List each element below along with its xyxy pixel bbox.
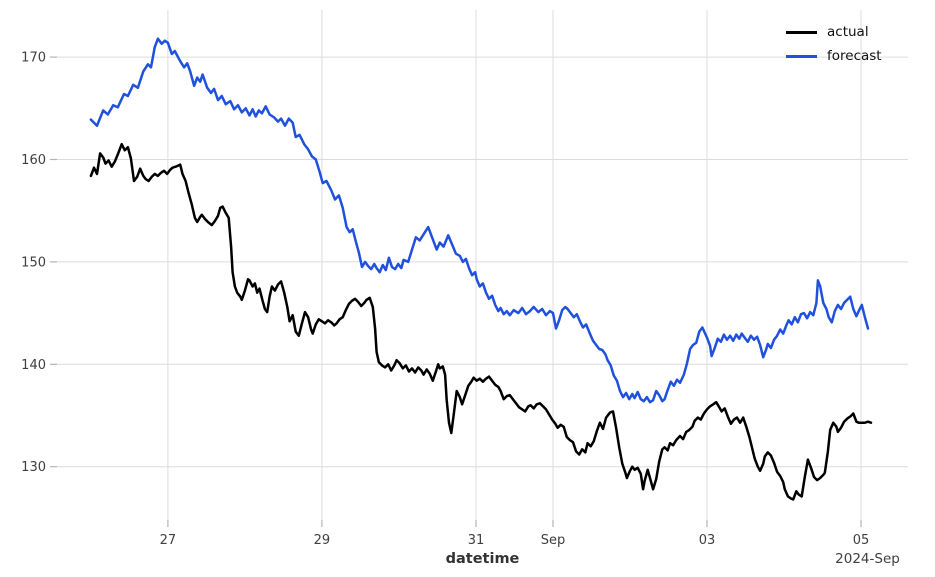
legend-label-actual: actual bbox=[827, 24, 869, 40]
actual-line-swatch bbox=[786, 30, 817, 34]
actual-line bbox=[89, 142, 873, 501]
legend-item-forecast: forecast bbox=[786, 48, 882, 64]
x-tick-label: 03 bbox=[699, 533, 716, 548]
y-tick-label: 160 bbox=[21, 153, 46, 168]
y-tick-label: 130 bbox=[21, 460, 46, 475]
forecast-line-swatch bbox=[786, 54, 817, 58]
x-tick-label: 05 bbox=[853, 533, 870, 548]
x-tick-label: 29 bbox=[314, 533, 331, 548]
legend-label-forecast: forecast bbox=[827, 48, 882, 64]
x-axis-offset-label: 2024-Sep bbox=[835, 551, 900, 567]
y-tick-label: 150 bbox=[21, 255, 46, 270]
forecast-line bbox=[89, 37, 870, 404]
y-tick-label: 140 bbox=[21, 358, 46, 373]
y-tick-label: 170 bbox=[21, 51, 46, 66]
x-axis-title: datetime bbox=[445, 551, 520, 567]
legend: actual forecast bbox=[786, 24, 882, 64]
x-tick-label: 31 bbox=[468, 533, 485, 548]
x-tick-label: 27 bbox=[160, 533, 177, 548]
x-tick-label: Sep bbox=[541, 533, 566, 548]
legend-item-actual: actual bbox=[786, 24, 882, 40]
